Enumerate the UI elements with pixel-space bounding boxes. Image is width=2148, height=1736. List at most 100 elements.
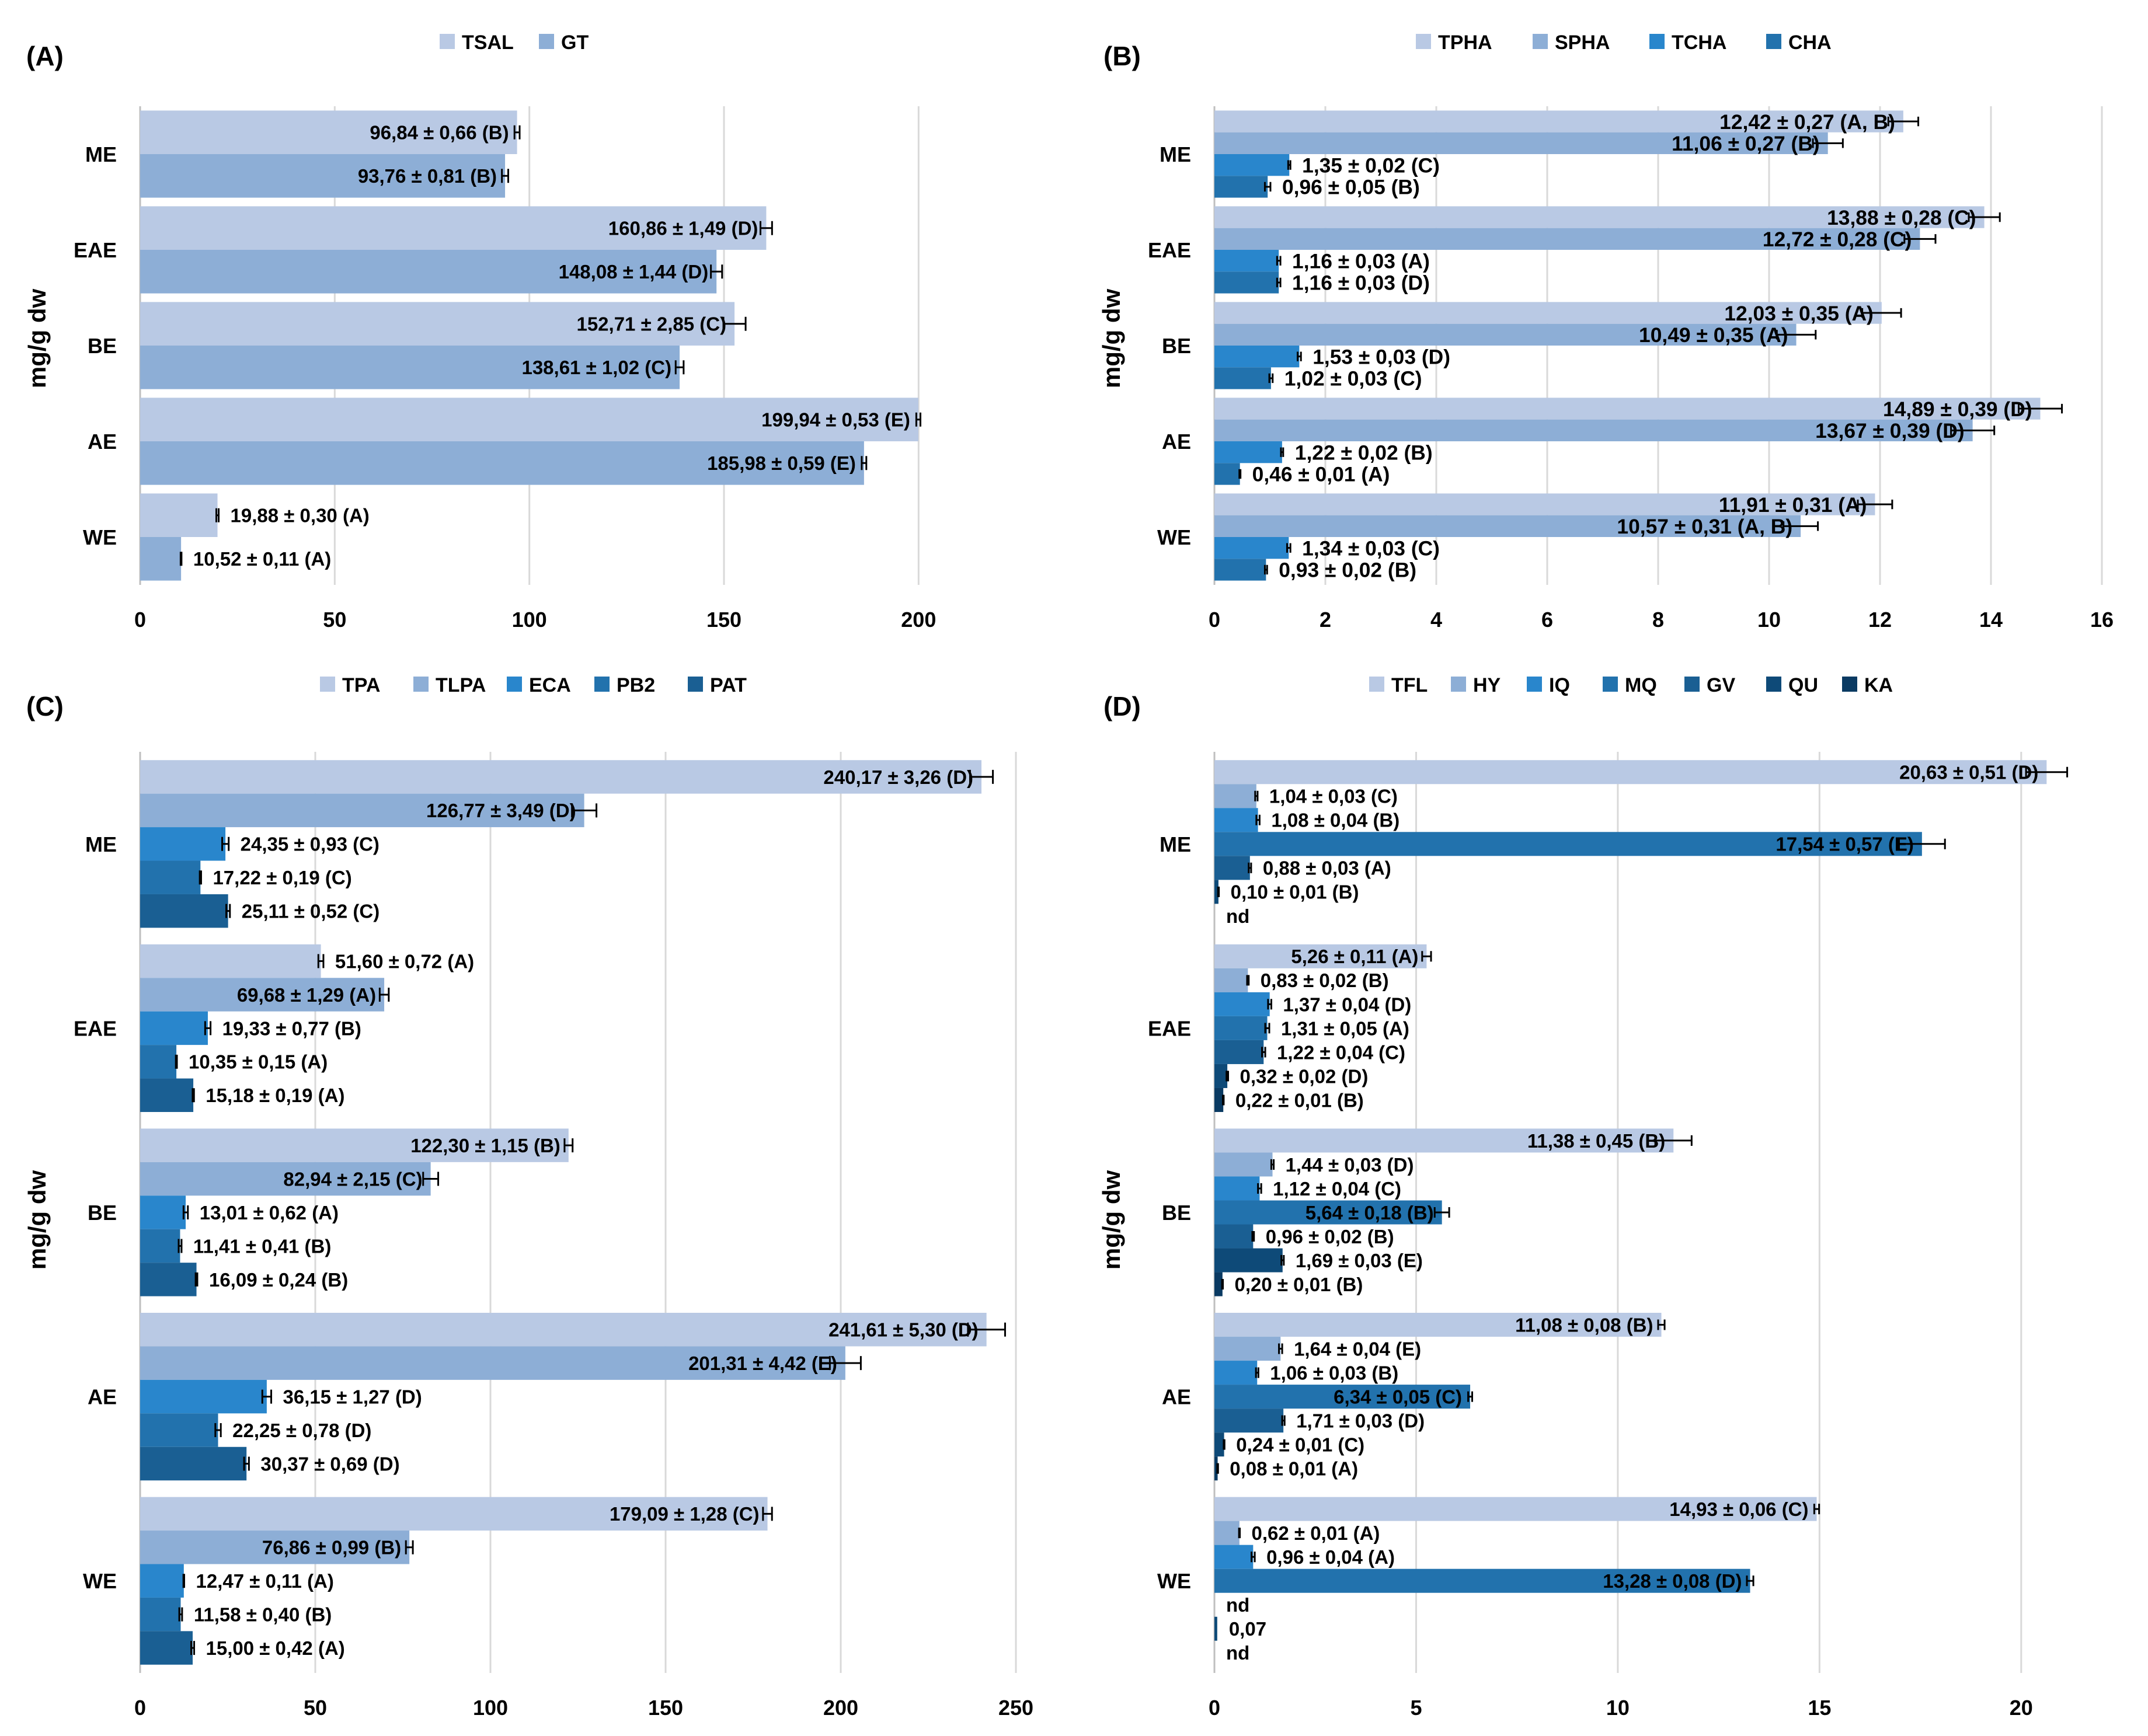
panel-d-error-bar-ae-ka [1216, 1463, 1219, 1474]
panel-d-data-label-we-mq: 13,28 ± 0,08 (D) [1603, 1570, 1742, 1592]
panel-c-bar-eae-eca [140, 1011, 208, 1045]
panel-d-legend-item-gv: GV [1684, 674, 1735, 696]
panel-c-data-label-eae-tlpa: 69,68 ± 1,29 (A) [237, 984, 376, 1006]
panel-d-legend-item-iq: IQ [1527, 674, 1570, 696]
panel-a-bar-be-gt [140, 346, 680, 389]
panel-b-error-bar-be-spha [1776, 330, 1817, 340]
panel-c-error-bar-eae-eca [204, 1021, 212, 1036]
panel-d-data-label-me-tfl: 20,63 ± 0,51 (D) [1899, 762, 2038, 783]
panel-c-x-tick-label: 250 [998, 1696, 1033, 1720]
panel-d-category-label-be: BE [1162, 1201, 1191, 1225]
panel-d-error-bar-ae-gv [1281, 1415, 1286, 1426]
panel-a-category-label-we: WE [83, 525, 117, 549]
panel-b-bar-ae-cha [1214, 463, 1240, 485]
panel-d-error-bar-me-hy [1254, 790, 1259, 801]
panel-d-legend-item-ka: KA [1842, 674, 1893, 696]
panel-c-data-label-me-pb2: 17,22 ± 0,19 (C) [213, 867, 351, 888]
panel-c-legend-swatch [413, 677, 429, 692]
panel-b-bar-be-tcha [1214, 346, 1300, 368]
panel-d-legend-label: GV [1707, 674, 1735, 696]
panel-b-bar-me-cha [1214, 176, 1268, 198]
panel-d-legend-label: KA [1864, 674, 1893, 696]
panel-b-legend-label: SPHA [1555, 32, 1610, 54]
panel-d-bar-eae-tfl [1214, 944, 1427, 968]
panel-b-error-bar-eae-cha [1276, 277, 1282, 288]
panel-d-data-label-be-mq: 5,64 ± 0,18 (B) [1305, 1202, 1434, 1223]
panel-b-data-label-we-spha: 10,57 ± 0,31 (A, B) [1617, 515, 1792, 538]
panel-d-legend-label: IQ [1549, 674, 1570, 696]
panel-b-bar-be-tpha [1214, 302, 1882, 324]
panel-d-bar-eae-hy [1214, 968, 1248, 992]
panel-b-data-label-ae-cha: 0,46 ± 0,01 (A) [1252, 463, 1390, 486]
panel-b-data-label-me-cha: 0,96 ± 0,05 (B) [1282, 176, 1420, 199]
panel-a-data-label-me-gt: 93,76 ± 0,81 (B) [358, 165, 497, 187]
panel-c-error-bar-we-tpa [762, 1507, 773, 1521]
panel-d-bar-we-tfl [1214, 1497, 1817, 1521]
panel-c-bar-me-tlpa [140, 793, 584, 828]
panel-a-legend-label: TSAL [462, 32, 514, 54]
panel-b-error-bar-eae-tpha [1968, 212, 2001, 222]
panel-c-legend-item-tpa: TPA [320, 674, 380, 696]
panel-a-data-label-be-gt: 138,61 ± 1,02 (C) [521, 357, 671, 378]
panel-d-error-bar-eae-iq [1267, 999, 1272, 1010]
panel-a-bar-ae-gt [140, 441, 864, 485]
panel-d-bar-ae-ka [1214, 1456, 1218, 1481]
panel-c-bar-we-pb2 [140, 1597, 181, 1632]
panel-b-x-tick-label: 10 [1757, 608, 1781, 632]
panel-d-legend-swatch [1369, 677, 1384, 692]
panel-c-data-label-ae-tpa: 241,61 ± 5,30 (D) [828, 1319, 979, 1341]
panel-d-error-bar-eae-hy [1246, 975, 1250, 986]
panel-b-x-tick-label: 4 [1430, 608, 1442, 632]
panel-c-error-bar-be-tlpa [422, 1172, 440, 1186]
panel-c-bar-be-tlpa [140, 1162, 431, 1196]
panel-a-bar-we-tsal [140, 493, 218, 537]
panel-c-legend-item-pb2: PB2 [594, 674, 655, 696]
panel-d-bar-ae-qu [1214, 1432, 1224, 1457]
panel-c-data-label-eae-tpa: 51,60 ± 0,72 (A) [335, 950, 474, 972]
panel-b-error-bar-me-tcha [1287, 160, 1291, 170]
panel-d-error-bar-me-mq [1898, 838, 1946, 849]
panel-c-bar-me-tpa [140, 760, 982, 794]
panel-b-data-label-we-tpha: 11,91 ± 0,31 (A) [1719, 493, 1867, 517]
panel-b: (B) mg/g dw 0 2 4 6 8 10 12 14 16 TPHA SPHA TCHA CHA… [1098, 32, 2114, 632]
panel-b-bar-me-tpha [1214, 110, 1903, 133]
panel-c-category-label-be: BE [88, 1201, 117, 1225]
panel-d-error-bar-ae-iq [1255, 1367, 1259, 1378]
panel-c-bar-be-pb2 [140, 1229, 180, 1263]
panel-c-legend-swatch [688, 677, 703, 692]
panel-d-data-label-eae-tfl: 5,26 ± 0,11 (A) [1291, 946, 1418, 967]
panel-c-data-label-ae-pat: 30,37 ± 0,69 (D) [260, 1453, 399, 1474]
panel-c-legend-label: PB2 [617, 674, 655, 696]
panel-c-bar-ae-pat [140, 1446, 247, 1481]
panel-b-error-bar-be-tcha [1297, 351, 1302, 361]
panel-b-y-axis-label: mg/g dw [1098, 289, 1125, 389]
panel-d-bar-ae-mq [1214, 1385, 1471, 1409]
panel-c-data-label-eae-pat: 15,18 ± 0,19 (A) [206, 1085, 344, 1106]
panel-d-data-label-me-gv: 0,88 ± 0,03 (A) [1263, 857, 1391, 879]
panel-a-error-bar-eae-tsal [759, 221, 773, 235]
panel-d-data-label-we-tfl: 14,93 ± 0,06 (C) [1669, 1498, 1808, 1520]
panel-b-data-label-be-spha: 10,49 ± 0,35 (A) [1639, 323, 1788, 347]
panel-d-bar-be-gv [1214, 1224, 1254, 1249]
panel-b-data-label-be-tpha: 12,03 ± 0,35 (A) [1724, 302, 1874, 325]
panel-d-bar-ae-iq [1214, 1361, 1258, 1385]
panel-c-data-label-be-eca: 13,01 ± 0,62 (A) [200, 1202, 339, 1223]
panel-c: (C) mg/g dw 0 50 100 150 200 250 TPA TLPA ECA PB2… [23, 674, 1033, 1720]
panel-a-category-label-eae: EAE [74, 238, 117, 262]
panel-b-bar-be-cha [1214, 367, 1271, 389]
panel-c-category-label-we: WE [83, 1569, 117, 1593]
panel-b-data-label-we-tcha: 1,34 ± 0,03 (C) [1302, 536, 1440, 560]
panel-c-error-bar-ae-tlpa [828, 1356, 862, 1371]
panel-b-bar-eae-spha [1214, 228, 1920, 250]
panel-c-data-label-we-eca: 12,47 ± 0,11 (A) [196, 1570, 333, 1592]
panel-d-bar-we-qu [1214, 1616, 1217, 1641]
panel-b-legend-swatch [1416, 34, 1431, 49]
panel-c-bar-eae-pat [140, 1078, 194, 1112]
panel-b-error-bar-eae-spha [1903, 234, 1937, 244]
panel-d-data-label-eae-ka: 0,22 ± 0,01 (B) [1235, 1089, 1364, 1111]
panel-a-error-bar-we-tsal [215, 508, 220, 522]
panel-b-data-label-eae-tcha: 1,16 ± 0,03 (A) [1292, 249, 1430, 273]
panel-d-data-label-eae-hy: 0,83 ± 0,02 (B) [1261, 970, 1389, 991]
panel-b-error-bar-be-tpha [1861, 308, 1902, 318]
panel-c-data-label-me-tpa: 240,17 ± 3,26 (D) [823, 766, 973, 788]
